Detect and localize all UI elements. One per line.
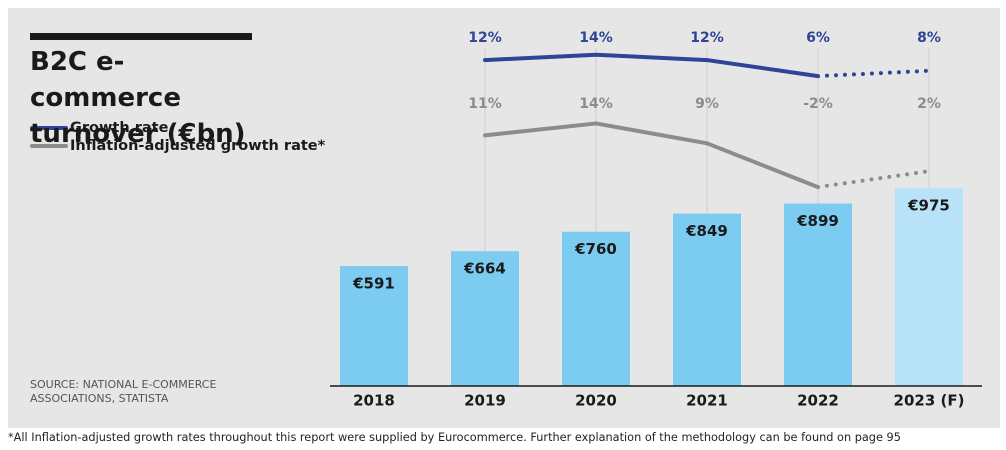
bar-label: €664: [463, 260, 506, 278]
bar: [451, 251, 519, 386]
line-label: 9%: [695, 96, 719, 112]
line: [483, 121, 820, 190]
bar-label: €849: [685, 222, 728, 240]
x-tick-label: 2023 (F): [894, 392, 965, 410]
bar-label: €591: [352, 275, 395, 293]
footnote: *All Inflation-adjusted growth rates thr…: [8, 431, 901, 444]
x-tick-label: 2021: [686, 392, 728, 410]
line-label: 6%: [806, 30, 830, 46]
legend-label: Inflation-adjusted growth rate*: [70, 138, 326, 154]
line-forecast: [816, 169, 931, 190]
bar-label: €975: [907, 197, 950, 215]
line-label: 14%: [579, 30, 613, 46]
title-rule: [30, 33, 252, 40]
source: SOURCE: NATIONAL E-COMMERCE ASSOCIATIONS…: [30, 378, 217, 405]
line-label: 12%: [690, 30, 724, 46]
line-label: 2%: [917, 96, 941, 112]
x-tick-label: 2020: [575, 392, 617, 410]
bar: [673, 213, 741, 386]
bar: [784, 203, 852, 386]
x-tick-label: 2018: [353, 392, 395, 410]
line-label: 8%: [917, 30, 941, 46]
line: [483, 52, 820, 79]
line-forecast: [816, 68, 931, 79]
line-label: 12%: [468, 30, 502, 46]
line-label: 11%: [468, 96, 502, 112]
line-label: -2%: [803, 96, 833, 112]
bar-label: €760: [574, 240, 617, 258]
x-tick-label: 2019: [464, 392, 506, 410]
line-label: 14%: [579, 96, 613, 112]
chart-title: B2C e-commerce turnover (€bn): [30, 47, 246, 149]
x-tick-label: 2022: [797, 392, 839, 410]
bar: [562, 231, 630, 386]
bar: [895, 188, 963, 386]
bar: [340, 266, 408, 386]
legend-label: Growth rate: [70, 120, 169, 136]
bar-label: €899: [796, 212, 839, 230]
